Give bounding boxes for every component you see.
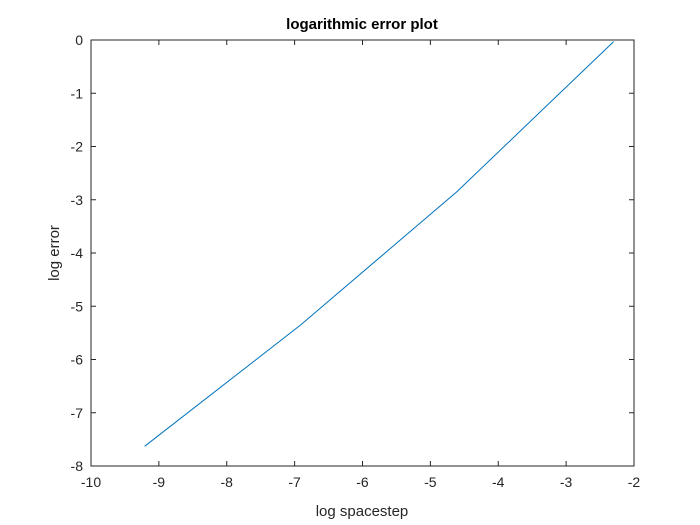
x-tick-label: -2 xyxy=(628,474,641,490)
y-tick-label: -4 xyxy=(71,245,84,261)
x-axis-title: log spacestep xyxy=(316,503,409,520)
x-tick-label: -3 xyxy=(560,474,573,490)
x-tick-label: -6 xyxy=(356,474,369,490)
y-tick-label: 0 xyxy=(75,32,83,48)
y-tick-label: -5 xyxy=(71,298,84,314)
y-tick-label: -1 xyxy=(71,85,84,101)
y-tick-label: -6 xyxy=(71,352,84,368)
y-tick-label: -3 xyxy=(71,192,84,208)
series-line xyxy=(144,41,614,447)
series-layer xyxy=(144,41,614,447)
y-axis-ticks: 0 -1 -2 -3 -4 -5 -6 -7 -8 xyxy=(71,32,634,474)
x-axis-ticks: -10 -9 -8 -7 -6 -5 -4 -3 -2 xyxy=(81,40,641,490)
y-tick-label: -2 xyxy=(71,139,84,155)
x-tick-label: -10 xyxy=(81,474,101,490)
y-axis-title: log error xyxy=(46,225,63,281)
x-tick-label: -4 xyxy=(492,474,505,490)
x-tick-label: -7 xyxy=(288,474,301,490)
x-tick-label: -9 xyxy=(153,474,166,490)
axes-box xyxy=(90,39,635,467)
x-tick-label: -8 xyxy=(221,474,234,490)
x-tick-label: -5 xyxy=(424,474,437,490)
chart-title: logarithmic error plot xyxy=(286,16,438,33)
y-tick-label: -8 xyxy=(71,458,84,474)
y-tick-label: -7 xyxy=(71,405,84,421)
